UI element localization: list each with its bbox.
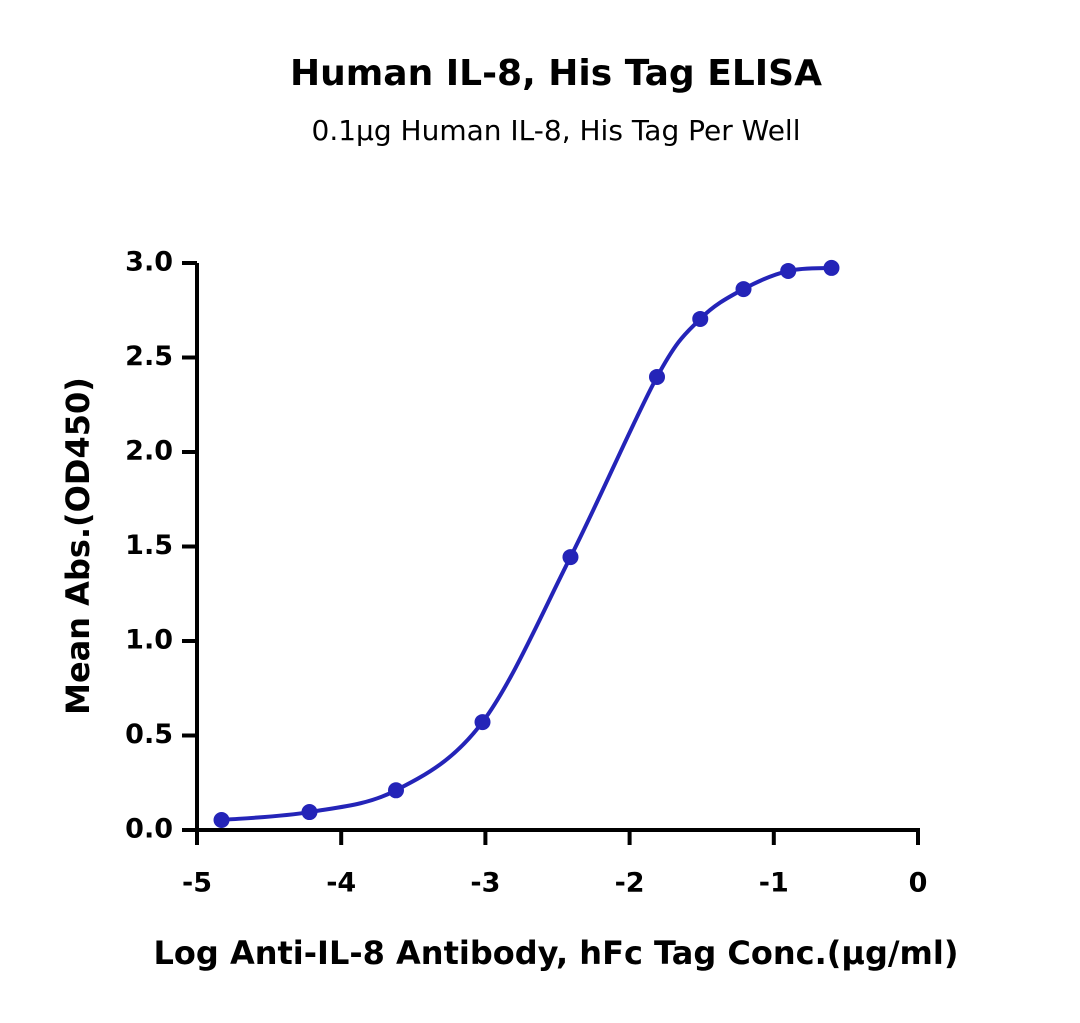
- y-tick-label: 1.0: [125, 625, 173, 656]
- data-point: [780, 262, 797, 279]
- data-point: [562, 549, 579, 566]
- data-point: [474, 714, 491, 731]
- y-axis-label: Mean Abs.(OD450): [59, 377, 97, 715]
- data-point: [823, 259, 840, 276]
- x-tick-label: -2: [615, 868, 645, 899]
- fit-curve: [221, 265, 832, 822]
- data-point: [301, 804, 318, 821]
- chart-title: Human IL-8, His Tag ELISA: [290, 53, 822, 94]
- data-point: [213, 811, 230, 828]
- y-tick-label: 2.0: [125, 436, 173, 467]
- x-axis-label: Log Anti-IL-8 Antibody, hFc Tag Conc.(μg…: [154, 934, 959, 972]
- y-tick-label: 2.5: [125, 341, 173, 372]
- x-tick-label: -3: [470, 868, 500, 899]
- y-tick-label: 1.5: [125, 530, 173, 561]
- y-tick-label: 3.0: [125, 247, 173, 278]
- data-point: [735, 281, 752, 298]
- y-tick-label: 0.0: [125, 814, 173, 845]
- x-tick-label: -5: [182, 868, 212, 899]
- x-tick-label: -4: [326, 868, 356, 899]
- data-point: [692, 310, 709, 327]
- data-point: [387, 782, 404, 799]
- x-tick-label: 0: [909, 868, 928, 899]
- x-tick-label: -1: [759, 868, 789, 899]
- y-tick-label: 0.5: [125, 719, 173, 750]
- data-point: [648, 368, 665, 385]
- chart-subtitle: 0.1μg Human IL-8, His Tag Per Well: [312, 114, 801, 147]
